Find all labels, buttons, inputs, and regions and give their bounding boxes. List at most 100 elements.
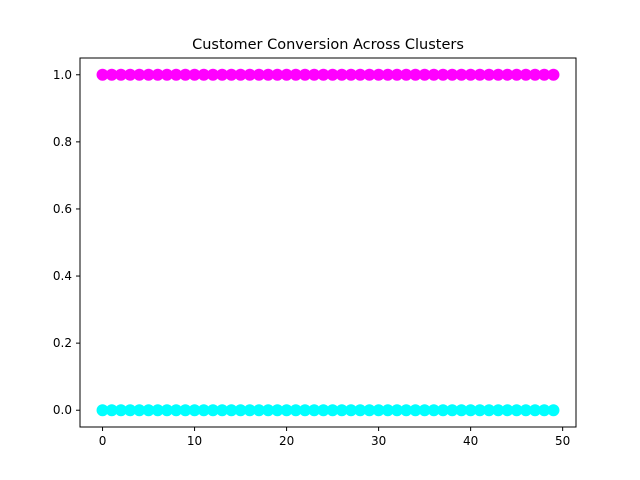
data-point xyxy=(363,404,376,417)
data-point xyxy=(179,404,192,417)
data-point xyxy=(289,404,302,417)
series-1 xyxy=(96,68,560,81)
data-point xyxy=(483,404,496,417)
data-point xyxy=(519,404,532,417)
data-point xyxy=(160,68,173,81)
series-2 xyxy=(96,404,560,417)
data-point xyxy=(372,404,385,417)
data-point xyxy=(400,68,413,81)
plot-frame xyxy=(79,57,577,428)
x-tick-label: 10 xyxy=(187,434,202,448)
data-point xyxy=(308,404,321,417)
data-point xyxy=(289,68,302,81)
data-point xyxy=(547,404,560,417)
data-point xyxy=(492,404,505,417)
data-point xyxy=(317,404,330,417)
data-point xyxy=(271,68,284,81)
data-point xyxy=(354,404,367,417)
data-point xyxy=(142,68,155,81)
data-point xyxy=(326,68,339,81)
x-tick-label: 50 xyxy=(555,434,570,448)
data-point xyxy=(170,404,183,417)
data-point xyxy=(354,68,367,81)
data-point xyxy=(197,404,210,417)
y-tick-label: 0.4 xyxy=(53,269,72,283)
data-point xyxy=(133,68,146,81)
data-point xyxy=(501,68,514,81)
data-point xyxy=(142,404,155,417)
data-point xyxy=(170,68,183,81)
data-point xyxy=(409,404,422,417)
data-point xyxy=(133,404,146,417)
data-point xyxy=(114,68,127,81)
data-point xyxy=(437,68,450,81)
y-tick-label: 0.8 xyxy=(53,135,72,149)
data-point xyxy=(160,404,173,417)
data-point xyxy=(446,404,459,417)
plot-marks xyxy=(96,68,560,417)
data-point xyxy=(216,68,229,81)
data-point xyxy=(96,404,109,417)
data-point xyxy=(151,404,164,417)
data-point xyxy=(529,68,542,81)
data-point xyxy=(188,68,201,81)
data-point xyxy=(124,68,137,81)
y-tick-label: 0.6 xyxy=(53,202,72,216)
data-point xyxy=(547,68,560,81)
y-tick-label: 1.0 xyxy=(53,68,72,82)
axes: 0 10 20 30 40 50 0.0 0.2 0.4 0.6 0.8 1.0 xyxy=(53,57,577,448)
data-point xyxy=(464,68,477,81)
data-point xyxy=(427,404,440,417)
y-tick-label: 0.0 xyxy=(53,403,72,417)
data-point xyxy=(105,404,118,417)
data-point xyxy=(243,68,256,81)
data-point xyxy=(234,404,247,417)
data-point xyxy=(446,68,459,81)
data-point xyxy=(271,404,284,417)
chart-title: Customer Conversion Across Clusters xyxy=(192,37,464,53)
data-point xyxy=(400,404,413,417)
x-tick-label: 30 xyxy=(371,434,386,448)
data-point xyxy=(427,68,440,81)
data-point xyxy=(197,68,210,81)
data-point xyxy=(418,404,431,417)
data-point xyxy=(501,404,514,417)
data-point xyxy=(262,68,275,81)
data-point xyxy=(483,68,496,81)
x-tick-label: 0 xyxy=(99,434,107,448)
data-point xyxy=(381,404,394,417)
data-point xyxy=(206,404,219,417)
data-point xyxy=(317,68,330,81)
data-point xyxy=(381,68,394,81)
data-point xyxy=(326,404,339,417)
data-point xyxy=(225,404,238,417)
data-point xyxy=(391,68,404,81)
data-point xyxy=(280,68,293,81)
data-point xyxy=(455,404,468,417)
data-point xyxy=(96,68,109,81)
data-point xyxy=(529,404,542,417)
data-point xyxy=(437,404,450,417)
data-point xyxy=(280,404,293,417)
data-point xyxy=(234,68,247,81)
data-point xyxy=(225,68,238,81)
data-point xyxy=(519,68,532,81)
data-point xyxy=(216,404,229,417)
data-point xyxy=(114,404,127,417)
x-tick-label: 40 xyxy=(463,434,478,448)
data-point xyxy=(188,404,201,417)
data-point xyxy=(391,404,404,417)
data-point xyxy=(124,404,137,417)
data-point xyxy=(473,404,486,417)
data-point xyxy=(409,68,422,81)
data-point xyxy=(464,404,477,417)
x-tick-label: 20 xyxy=(279,434,294,448)
data-point xyxy=(298,68,311,81)
data-point xyxy=(473,68,486,81)
data-point xyxy=(492,68,505,81)
data-point xyxy=(179,68,192,81)
data-point xyxy=(345,68,358,81)
data-point xyxy=(335,404,348,417)
data-point xyxy=(345,404,358,417)
